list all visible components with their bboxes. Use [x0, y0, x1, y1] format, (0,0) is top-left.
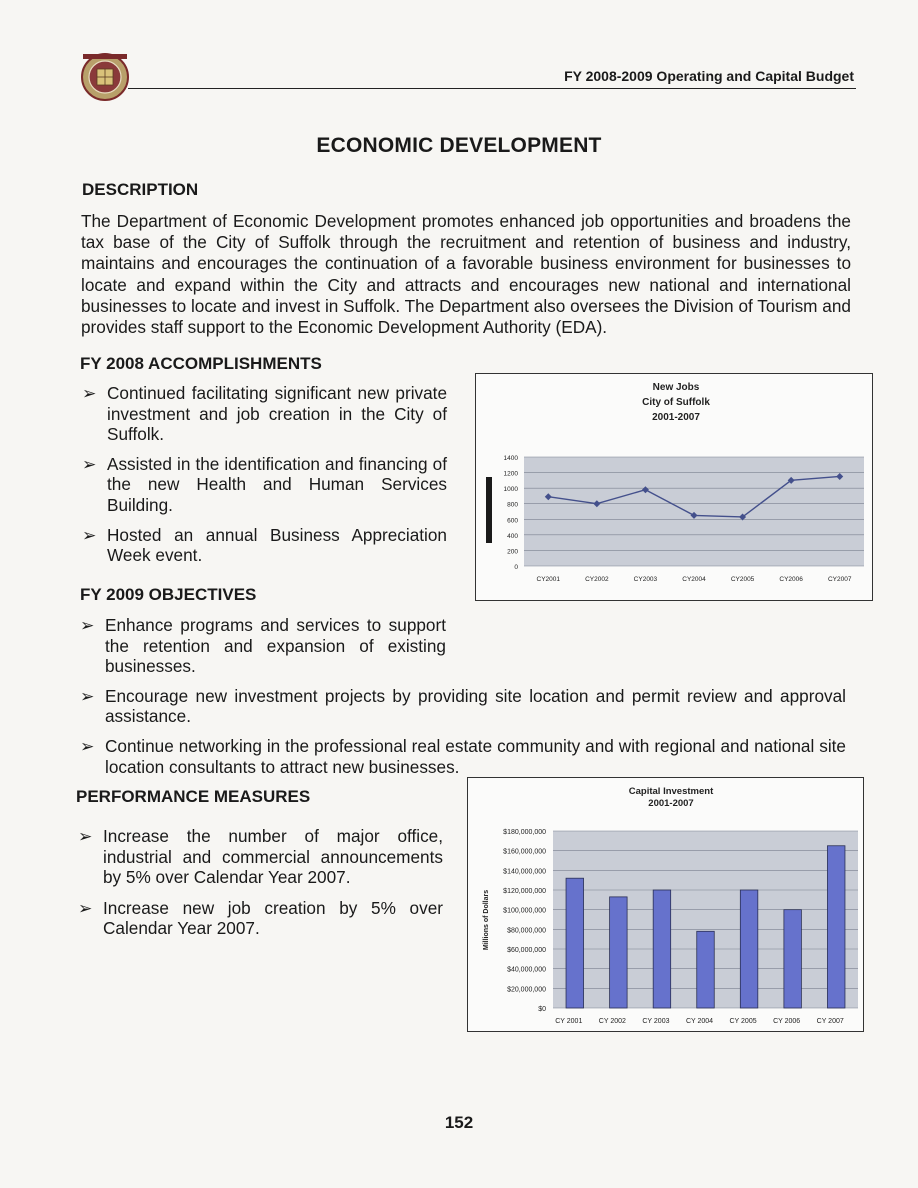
accomplishments-heading: FY 2008 ACCOMPLISHMENTS [80, 354, 322, 373]
objectives-heading: FY 2009 OBJECTIVES [80, 585, 257, 604]
list-item: ➢ Encourage new investment projects by pr… [80, 685, 846, 727]
x-tick-label: CY2004 [682, 576, 706, 583]
bar [609, 896, 628, 1009]
x-tick-label: CY 2003 [642, 1018, 669, 1025]
arrow-bullet-icon: ➢ [82, 453, 97, 474]
chart-title: New Jobs [653, 382, 700, 393]
new-jobs-chart: New Jobs City of Suffolk 2001-2007 1400 1200… [475, 373, 873, 601]
y-tick-label: 0 [514, 564, 518, 571]
y-tick-label: 1200 [504, 471, 519, 478]
y-tick-label: 800 [507, 502, 518, 509]
bar [565, 877, 584, 1009]
city-seal-logo [81, 53, 129, 101]
x-tick-label: CY 2002 [599, 1018, 626, 1025]
y-tick-label: 400 [507, 533, 518, 540]
bar [827, 845, 846, 1009]
chart-title: 2001-2007 [648, 798, 693, 809]
y-tick-label: $100,000,000 [503, 908, 546, 915]
new-jobs-chart-svg: New Jobs City of Suffolk 2001-2007 1400 1200… [486, 382, 864, 583]
description-heading: DESCRIPTION [82, 180, 199, 199]
x-tick-label: CY 2004 [686, 1018, 713, 1025]
capital-investment-chart: Capital Investment 2001-2007 $180,000,000 $… [467, 777, 864, 1032]
axis-title-bar [486, 477, 492, 543]
arrow-bullet-icon: ➢ [78, 897, 93, 918]
x-tick-label: CY2006 [779, 576, 803, 583]
arrow-bullet-icon: ➢ [80, 735, 95, 756]
x-tick-label: CY2005 [731, 576, 755, 583]
x-tick-label: CY2007 [828, 576, 852, 583]
header-rule [128, 88, 856, 89]
y-tick-label: $0 [538, 1006, 546, 1013]
y-tick-label: 200 [507, 548, 518, 555]
accomplishments-list: ➢ Continued facilitating significant new … [80, 383, 447, 566]
document-header-title: FY 2008-2009 Operating and Capital Budge… [564, 68, 854, 84]
performance-list: ➢ Increase the number of major office, in… [76, 826, 443, 939]
list-item: ➢ Assisted in the identification and fina… [82, 453, 447, 515]
bar [739, 889, 759, 1009]
data-point [787, 476, 795, 484]
x-tick-label: CY 2005 [730, 1018, 757, 1025]
arrow-bullet-icon: ➢ [80, 685, 95, 706]
list-item: ➢ Hosted an annual Business Appreciation … [82, 524, 447, 566]
x-tick-label: CY2003 [634, 576, 658, 583]
y-tick-label: $20,000,000 [507, 986, 546, 993]
data-point [641, 486, 649, 494]
x-tick-label: CY 2001 [555, 1018, 582, 1025]
x-tick-label: CY 2006 [773, 1018, 800, 1025]
list-item: ➢ Enhance programs and services to suppor… [80, 615, 446, 677]
description-text: The Department of Economic Development p… [81, 211, 851, 338]
y-tick-label: $40,000,000 [507, 967, 546, 974]
arrow-bullet-icon: ➢ [80, 615, 95, 635]
data-point [593, 500, 601, 508]
list-item: ➢ Continue networking in the professional… [80, 735, 846, 777]
arrow-bullet-icon: ➢ [82, 383, 97, 403]
chart-title: City of Suffolk [642, 397, 710, 408]
bar [783, 909, 802, 1009]
x-tick-label: CY2002 [585, 576, 609, 583]
list-item: ➢ Increase the number of major office, in… [78, 826, 443, 888]
page-title: ECONOMIC DEVELOPMENT [316, 134, 602, 157]
y-tick-label: $180,000,000 [503, 829, 546, 836]
bar [652, 889, 672, 1009]
data-point [739, 513, 747, 521]
y-tick-label: 600 [507, 517, 518, 524]
chart-title: 2001-2007 [652, 412, 700, 423]
performance-heading: PERFORMANCE MEASURES [76, 787, 311, 806]
chart-title: Capital Investment [629, 786, 714, 797]
data-point [544, 493, 552, 501]
page-number: 152 [444, 1113, 474, 1132]
y-tick-label: $120,000,000 [503, 888, 546, 895]
list-item: ➢ Increase new job creation by 5% over Ca… [78, 897, 443, 939]
data-point [836, 472, 844, 480]
y-tick-label: $60,000,000 [507, 947, 546, 954]
y-tick-label: 1400 [504, 455, 519, 462]
x-tick-label: CY 2007 [817, 1018, 844, 1025]
list-item: ➢ Continued facilitating significant new … [82, 383, 447, 445]
bar [696, 930, 715, 1009]
plot-area [524, 457, 864, 566]
y-tick-label: $140,000,000 [503, 868, 546, 875]
arrow-bullet-icon: ➢ [78, 826, 93, 846]
y-axis-title: Millions of Dollars [483, 890, 490, 950]
objectives-list: ➢ Enhance programs and services to suppor… [78, 615, 846, 777]
y-tick-label: $160,000,000 [503, 849, 546, 856]
x-tick-label: CY2001 [537, 576, 561, 583]
y-tick-label: 1000 [504, 486, 519, 493]
y-tick-label: $80,000,000 [507, 927, 546, 934]
arrow-bullet-icon: ➢ [82, 524, 97, 545]
